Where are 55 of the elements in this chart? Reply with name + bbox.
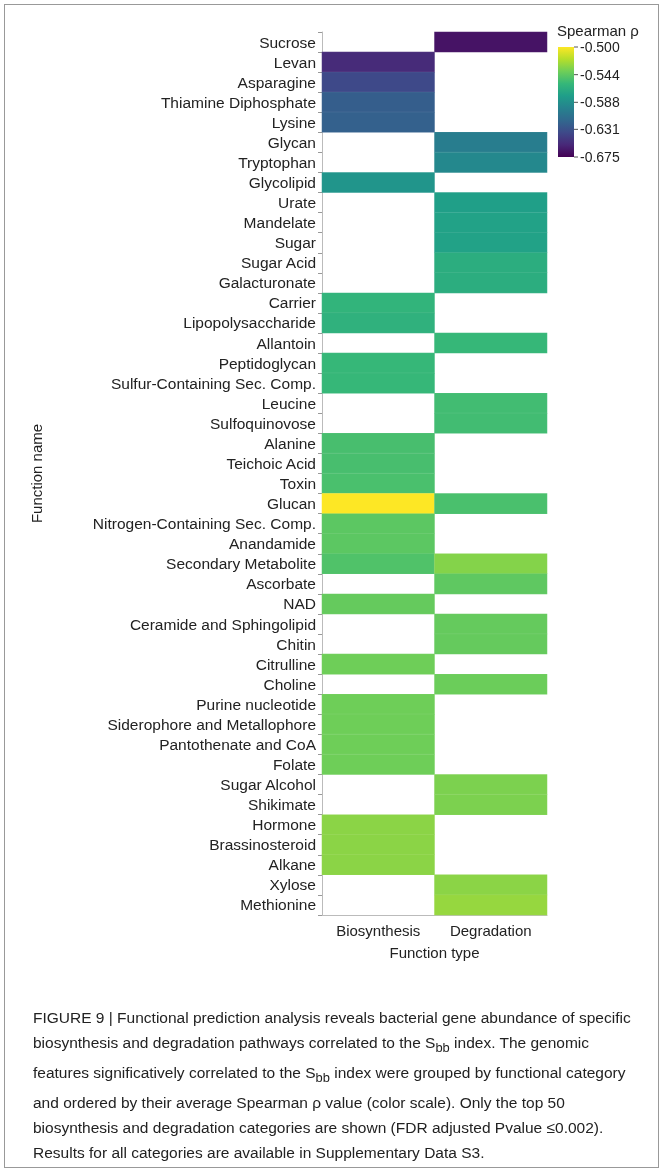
y-tick-label: Sugar Acid: [241, 254, 316, 272]
y-tick-label: Glucan: [266, 495, 316, 513]
color-bar-label: -0.544: [580, 66, 620, 83]
x-tick-label: Biosynthesis: [336, 922, 421, 939]
y-tick-label: Alkane: [268, 856, 316, 874]
y-tick-label: Citrulline: [255, 655, 316, 673]
y-tick-label: Purine nucleotide: [196, 695, 316, 713]
y-tick-label: Alanine: [264, 434, 316, 452]
y-tick-label: Choline: [263, 675, 316, 693]
y-axis-title: Function name: [28, 423, 45, 524]
y-tick-label: Folate: [272, 755, 316, 773]
y-tick-label: Lysine: [271, 113, 316, 131]
y-tick-label: Brassinosteroid: [209, 836, 316, 854]
color-bar-label: -0.631: [580, 121, 620, 138]
y-tick-label: Xylose: [269, 876, 316, 894]
y-tick-label: Hormone: [252, 816, 316, 834]
y-tick-label: Teichoic Acid: [226, 454, 316, 472]
y-tick-label: Methionine: [240, 896, 316, 914]
y-tick-label: Secondary Metabolite: [166, 555, 316, 573]
y-tick-label: Ceramide and Sphingolipid: [129, 615, 316, 633]
y-tick-label: Tryptophan: [238, 153, 316, 171]
y-tick-label: Glycolipid: [248, 174, 316, 192]
y-tick-label: Sugar: [274, 234, 316, 252]
y-tick-label: Anandamide: [228, 535, 316, 553]
y-tick-label: Sugar Alcohol: [220, 776, 316, 794]
y-tick-label: Chitin: [276, 635, 316, 653]
y-tick-label: Urate: [278, 194, 316, 212]
y-tick-label: Peptidoglycan: [218, 354, 316, 372]
y-tick-label: Allantoin: [256, 334, 316, 352]
y-tick-label: Sucrose: [259, 33, 316, 51]
y-tick-label: Carrier: [268, 294, 316, 312]
y-tick-label: Galacturonate: [218, 274, 316, 292]
y-tick-label: Sulfoquinovose: [210, 414, 316, 432]
y-tick-label: Sulfur-Containing Sec. Comp.: [110, 374, 316, 392]
y-tick-label: Nitrogen-Containing Sec. Comp.: [92, 515, 316, 533]
y-tick-label: Pantothenate and CoA: [159, 735, 317, 753]
x-axis-title: Function type: [389, 944, 480, 961]
y-tick-label: Shikimate: [247, 796, 316, 814]
y-tick-label: Thiamine Diphosphate: [160, 93, 316, 111]
y-tick-label: Lipopolysaccharide: [183, 314, 316, 332]
y-tick-label: Levan: [273, 53, 316, 71]
text: FIGURE 9 | Functional prediction analysis reveals bacterial gene abundance of specific biosynthesis and degradation pathways correlated to the S$_{bb}$ index. The genomic features significatively correlated to the S$_{bb}$ index were grouped by functional category and ordered by their average Spearman ρ value (color scale). Only the top 50 biosynthesis and degradation categories are shown (FDR adjusted Pvalue ≤0.002). Results for all categories are available in Supplementary Data S3.: [33, 1009, 631, 1162]
color-bar-label: -0.675: [580, 149, 620, 165]
y-tick-label: Leucine: [261, 394, 316, 412]
color-bar-label: -0.588: [580, 94, 620, 111]
y-tick-label: Mandelate: [243, 214, 316, 232]
color-bar-label: -0.500: [580, 39, 620, 55]
x-tick-label: Degradation: [449, 922, 532, 939]
y-tick-label: Ascorbate: [246, 575, 316, 593]
y-tick-label: NAD: [283, 595, 316, 613]
y-tick-label: Siderophore and Metallophore: [107, 715, 316, 733]
y-tick-label: Asparagine: [237, 73, 316, 91]
y-tick-label: Glycan: [267, 133, 316, 151]
color-bar-title: Spearman ρ: [557, 22, 639, 39]
y-tick-label: Toxin: [279, 475, 316, 493]
